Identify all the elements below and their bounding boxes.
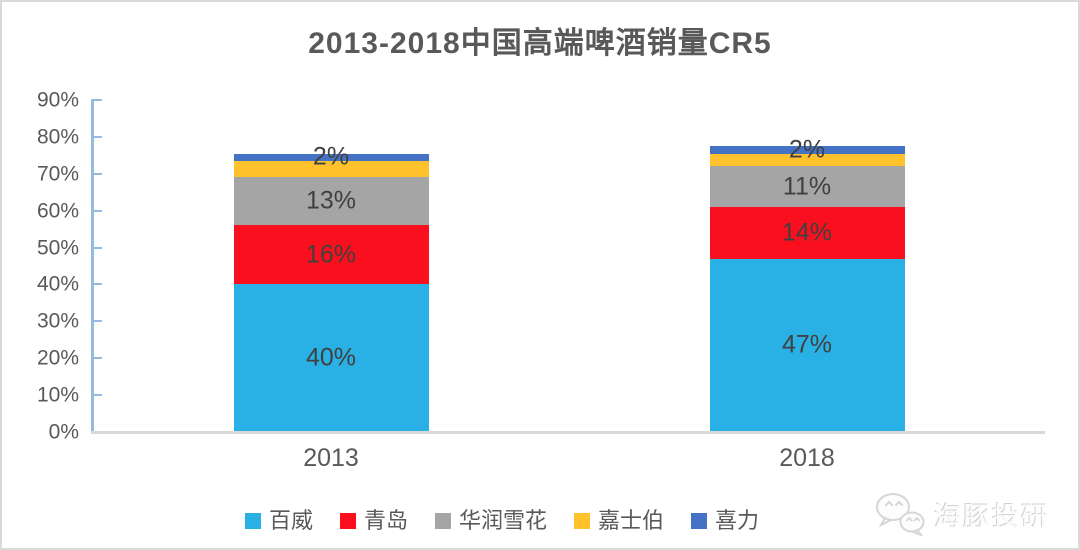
y-tick-label-70%: 70% xyxy=(36,162,79,186)
legend-item-华润雪花: 华润雪花 xyxy=(434,508,547,533)
legend-item-青岛: 青岛 xyxy=(339,508,408,533)
legend-swatch-喜力 xyxy=(691,513,708,529)
legend-swatch-华润雪花 xyxy=(434,513,451,529)
data-label-华润雪花-2018: 11% xyxy=(782,172,832,201)
legend-label-百威: 百威 xyxy=(268,508,313,533)
segment-华润雪花-2018 xyxy=(709,166,905,207)
segment-喜力-2013 xyxy=(233,153,429,161)
watermark-text: 海豚投研 xyxy=(934,501,1050,532)
segment-百威-2013 xyxy=(233,284,429,432)
data-label-百威-2013: 40% xyxy=(305,343,357,372)
data-label-青岛-2018: 14% xyxy=(781,218,833,247)
segment-青岛-2018 xyxy=(709,206,905,259)
y-tick-label-50%: 50% xyxy=(36,236,79,260)
stacked-bar-2013: 40% 16% 13% 2% xyxy=(233,100,429,432)
stacked-bar-2018: 47% 14% 11% 2% xyxy=(709,100,905,432)
y-tick-label-80%: 80% xyxy=(36,125,79,149)
y-tick-mark xyxy=(91,283,102,286)
wechat-icon xyxy=(876,493,925,536)
legend-label-喜力: 喜力 xyxy=(715,508,760,533)
y-tick-label-30%: 30% xyxy=(36,309,79,333)
legend-item-百威: 百威 xyxy=(244,508,313,533)
data-label-青岛-2013: 16% xyxy=(305,240,357,269)
y-tick-mark xyxy=(91,357,102,360)
plot-area: 0% 10% 20% 30% 40% 50% 60% 70% 80% 90% 40% 16% 13% 2… xyxy=(37,90,1045,471)
segment-百威-2018 xyxy=(709,258,905,432)
data-label-百威-2018: 47% xyxy=(781,330,833,359)
y-tick-mark xyxy=(91,209,102,212)
legend-label-华润雪花: 华润雪花 xyxy=(458,508,547,533)
y-tick-mark xyxy=(91,135,102,138)
legend-swatch-青岛 xyxy=(339,513,356,529)
legend-item-喜力: 喜力 xyxy=(691,510,759,532)
segment-华润雪花-2013 xyxy=(233,177,429,226)
segment-嘉士伯-2018 xyxy=(709,153,905,167)
y-tick-label-60%: 60% xyxy=(36,199,79,223)
data-label-喜力-2018: 2% xyxy=(788,135,826,164)
legend-swatch-百威 xyxy=(244,513,261,529)
y-tick-label-90%: 90% xyxy=(36,88,79,112)
x-axis-line xyxy=(91,431,1045,434)
legend-label-青岛: 青岛 xyxy=(363,508,408,533)
y-axis-line xyxy=(91,100,94,433)
y-tick-label-20%: 20% xyxy=(36,346,79,370)
data-label-华润雪花-2013: 13% xyxy=(305,186,357,215)
legend-label-嘉士伯: 嘉士伯 xyxy=(598,508,665,533)
segment-青岛-2013 xyxy=(233,225,429,285)
y-tick-mark xyxy=(91,172,102,175)
chart-title: 2013-2018中国高端啤酒销量CR5 xyxy=(308,27,772,60)
y-tick-label-40%: 40% xyxy=(36,272,79,296)
y-tick-label-10%: 10% xyxy=(36,383,79,407)
segment-嘉士伯-2013 xyxy=(233,160,429,178)
legend: 百威 青岛 华润雪花 嘉士伯 喜力 xyxy=(2,508,1040,533)
y-tick-label-0%: 0% xyxy=(48,420,79,444)
data-label-喜力-2013: 2% xyxy=(312,142,350,171)
y-tick-mark xyxy=(91,99,102,101)
y-tick-mark xyxy=(91,394,102,397)
x-category-label-2013: 2013 xyxy=(303,444,359,472)
y-tick-mark xyxy=(91,320,102,323)
watermark: 海豚投研 xyxy=(874,492,1050,536)
segment-喜力-2018 xyxy=(709,146,905,154)
legend-item-嘉士伯: 嘉士伯 xyxy=(574,510,664,532)
y-tick-mark xyxy=(91,246,102,249)
x-category-label-2018: 2018 xyxy=(779,444,835,472)
legend-swatch-嘉士伯 xyxy=(574,513,590,529)
